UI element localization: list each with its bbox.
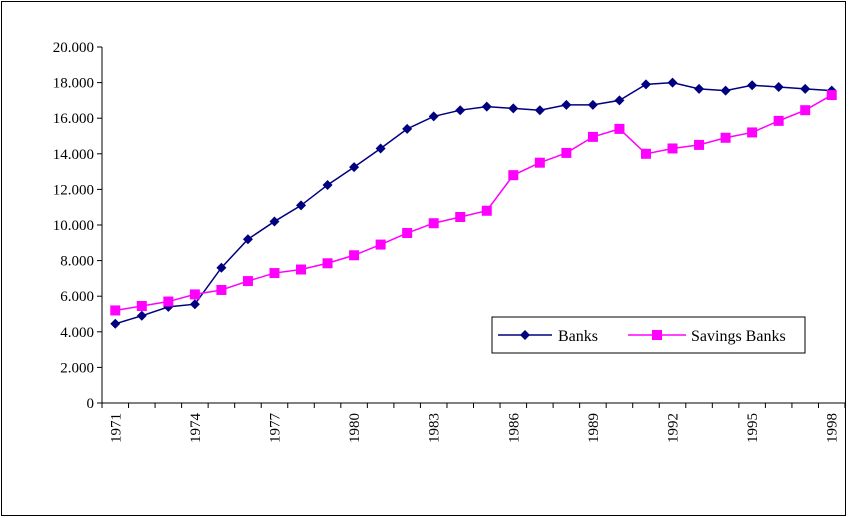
series-line-banks (115, 81, 832, 325)
data-point-banks (322, 179, 333, 190)
data-point-banks (216, 262, 227, 273)
data-point-savings-banks (296, 264, 307, 275)
data-point-banks (720, 85, 731, 96)
data-point-banks (747, 80, 758, 91)
data-point-banks (110, 318, 121, 329)
y-tick-label: 6.000 (60, 289, 94, 305)
data-point-savings-banks (269, 268, 280, 279)
data-point-banks (587, 99, 598, 110)
data-point-savings-banks (163, 296, 174, 307)
data-point-banks (349, 162, 360, 173)
x-tick-label: 1971 (108, 413, 124, 443)
y-tick-label: 18.000 (53, 76, 94, 92)
x-tick-label: 1983 (427, 413, 443, 443)
x-tick-label: 1992 (666, 413, 682, 443)
data-point-banks (561, 99, 572, 110)
data-point-banks (269, 216, 280, 227)
y-tick-label: 20.000 (53, 40, 94, 56)
legend-label-savings-banks: Savings Banks (691, 328, 786, 345)
x-axis-ticks: 1971 1974 1977 1980 1983 1986 1989 1992 1995 1998 (101, 403, 846, 444)
data-point-banks (694, 83, 705, 94)
data-point-savings-banks (534, 157, 545, 168)
data-point-banks (428, 111, 439, 122)
legend-marker-banks (520, 330, 530, 340)
data-point-savings-banks (667, 143, 678, 154)
y-tick-label: 14.000 (53, 147, 94, 163)
x-tick-label: 1995 (745, 413, 761, 443)
legend-marker-savings-banks (652, 330, 662, 340)
series-layer (110, 77, 837, 329)
x-tick-label: 1989 (586, 413, 602, 443)
data-point-savings-banks (349, 250, 360, 261)
data-point-banks (614, 95, 625, 106)
y-tick-label: 4.000 (60, 325, 94, 341)
data-point-banks (773, 82, 784, 93)
data-point-savings-banks (826, 90, 837, 101)
x-tick-label: 1977 (267, 413, 283, 444)
y-axis-ticks: 0 2.000 4.000 6.000 8.000 10.000 12.000 14.000 1… (53, 40, 102, 412)
y-tick-label: 0 (87, 396, 95, 412)
data-point-banks (534, 105, 545, 116)
data-point-savings-banks (189, 289, 200, 300)
series-line-savings-banks (115, 94, 833, 312)
y-tick-label: 12.000 (53, 182, 94, 198)
data-point-savings-banks (800, 105, 811, 116)
y-tick-label: 10.000 (53, 218, 94, 234)
data-point-savings-banks (481, 205, 492, 216)
data-point-savings-banks (747, 127, 758, 138)
data-point-savings-banks (614, 123, 625, 134)
x-tick-label: 1974 (188, 413, 204, 444)
data-point-banks (375, 143, 386, 154)
data-point-savings-banks (720, 132, 731, 143)
x-tick-label: 1986 (506, 413, 522, 444)
data-point-savings-banks (640, 148, 651, 159)
data-point-banks (402, 123, 413, 134)
data-point-savings-banks (455, 211, 466, 222)
data-point-banks (481, 101, 492, 112)
data-point-savings-banks (242, 276, 253, 287)
data-point-savings-banks (375, 239, 386, 250)
data-point-banks (189, 299, 200, 310)
data-point-savings-banks (508, 170, 519, 181)
x-tick-label: 1980 (347, 413, 363, 443)
data-point-savings-banks (322, 258, 333, 269)
data-point-banks (455, 105, 466, 116)
y-tick-label: 16.000 (53, 111, 94, 127)
y-tick-label: 8.000 (60, 254, 94, 270)
data-point-savings-banks (561, 147, 572, 158)
legend-label-banks: Banks (558, 328, 598, 345)
data-point-savings-banks (773, 115, 784, 126)
data-point-banks (242, 234, 253, 245)
data-point-savings-banks (216, 284, 227, 295)
data-point-savings-banks (136, 300, 147, 311)
data-point-banks (667, 77, 678, 88)
data-point-banks (800, 83, 811, 94)
y-tick-label: 2.000 (60, 360, 94, 376)
data-point-banks (640, 79, 651, 90)
data-point-savings-banks (587, 131, 598, 142)
series-savings-banks (110, 90, 837, 316)
data-point-savings-banks (110, 305, 121, 316)
legend: Banks Savings Banks (491, 316, 806, 354)
data-point-savings-banks (694, 139, 705, 150)
data-point-savings-banks (428, 218, 439, 229)
x-tick-label: 1998 (825, 413, 841, 443)
data-point-banks (136, 310, 147, 321)
data-point-banks (296, 200, 307, 211)
data-point-banks (508, 103, 519, 114)
data-point-savings-banks (402, 228, 413, 239)
